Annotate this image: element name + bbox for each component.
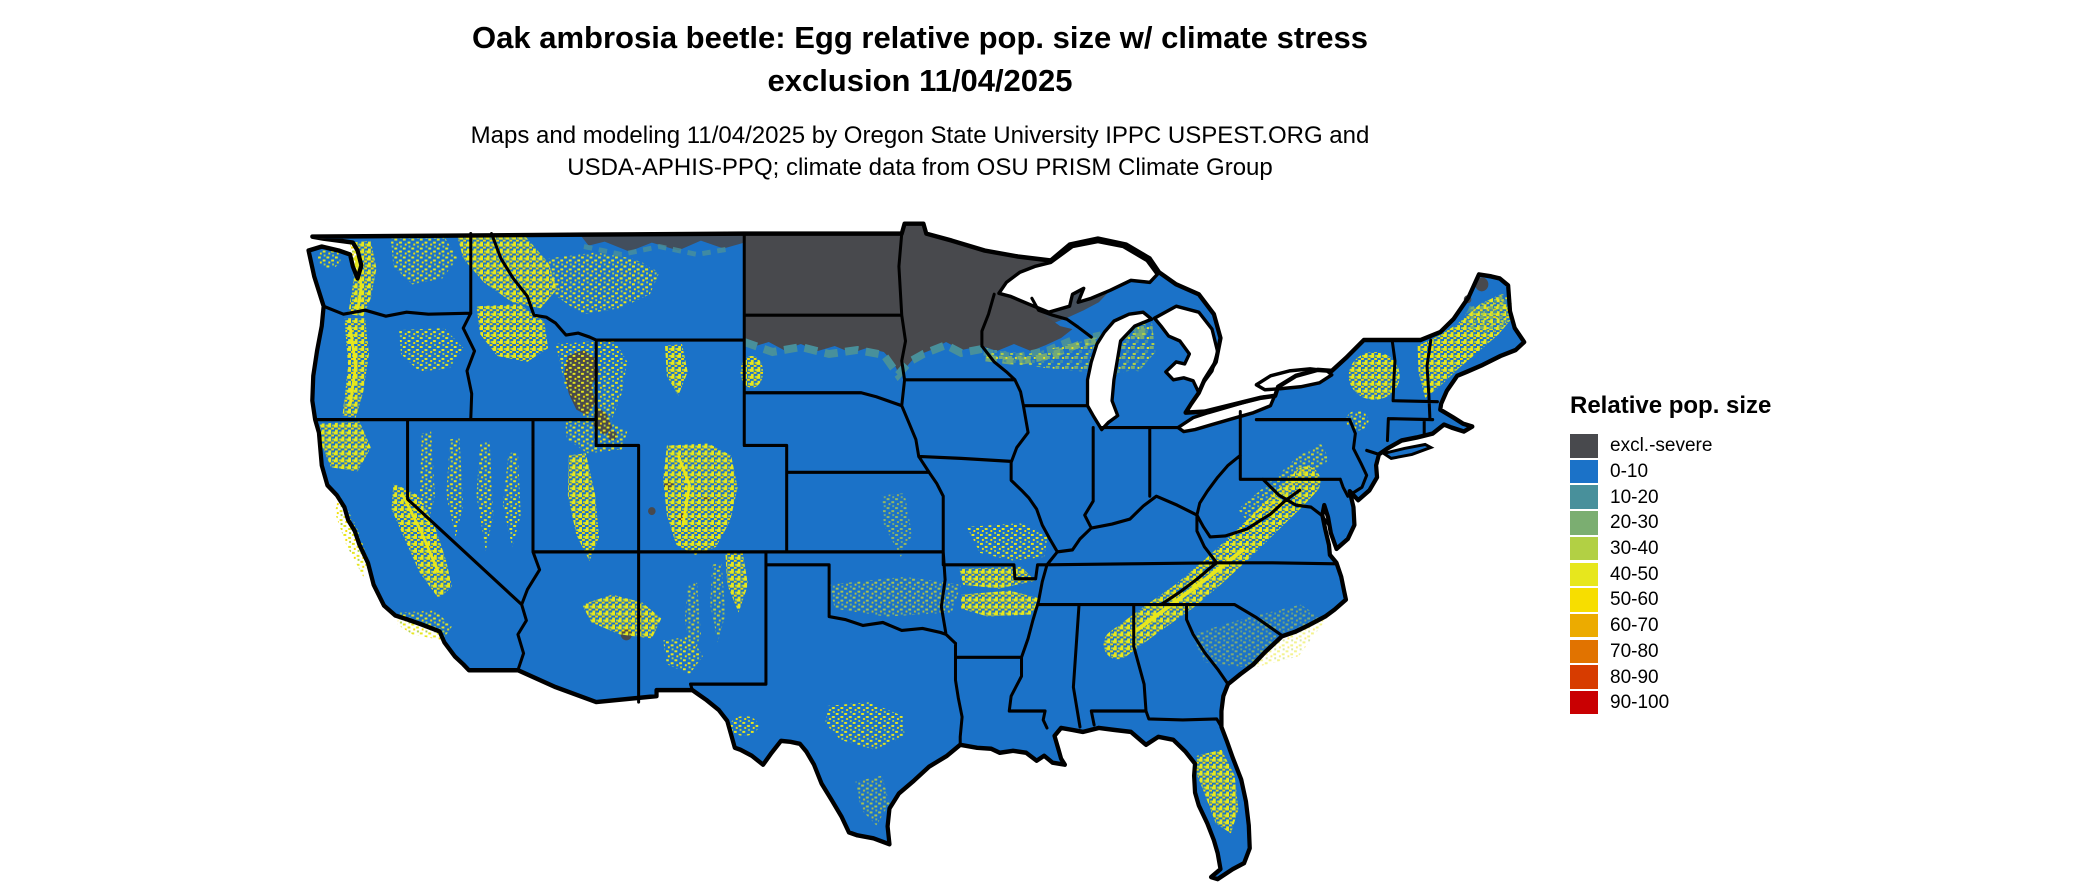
legend-label-excl-severe: excl.-severe [1610, 435, 1713, 457]
legend-row: 30-40 [1570, 536, 1771, 562]
conus-map-svg [306, 221, 1527, 882]
legend-row: 80-90 [1570, 664, 1771, 690]
legend-label-80-90: 80-90 [1610, 666, 1659, 688]
legend-label-70-80: 70-80 [1610, 640, 1659, 662]
conus-outline [306, 221, 1527, 882]
map-title-line1: Oak ambrosia beetle: Egg relative pop. s… [472, 20, 1368, 55]
legend-label-10-20: 10-20 [1610, 486, 1659, 508]
lake-michigan [1085, 310, 1154, 432]
legend-label-50-60: 50-60 [1610, 589, 1659, 611]
long-island [1379, 442, 1435, 460]
legend-row: 60-70 [1570, 613, 1771, 639]
map-subtitle: Maps and modeling 11/04/2025 by Oregon S… [220, 120, 1620, 184]
legend-row: 50-60 [1570, 587, 1771, 613]
legend-label-60-70: 60-70 [1610, 615, 1659, 637]
legend-label-20-30: 20-30 [1610, 512, 1659, 534]
legend-label-40-50: 40-50 [1610, 563, 1659, 585]
legend-swatch-excl-severe [1570, 434, 1598, 458]
legend-title: Relative pop. size [1570, 392, 1772, 419]
legend-row: 0-10 [1570, 459, 1771, 485]
legend-swatch-10-20 [1570, 485, 1598, 509]
legend-row: 20-30 [1570, 510, 1771, 536]
legend-row: 40-50 [1570, 561, 1771, 587]
state-borders [313, 232, 1439, 747]
map-subtitle-line1: Maps and modeling 11/04/2025 by Oregon S… [470, 122, 1370, 149]
legend: Relative pop. size excl.-severe 0-10 10-… [1570, 392, 1771, 716]
legend-swatch-0-10 [1570, 459, 1598, 484]
lake-huron [1152, 304, 1220, 395]
legend-label-30-40: 30-40 [1610, 538, 1659, 560]
legend-swatch-50-60 [1570, 588, 1598, 612]
legend-row: 10-20 [1570, 484, 1771, 510]
legend-swatch-40-50 [1570, 562, 1598, 587]
legend-label-90-100: 90-100 [1610, 692, 1670, 714]
lake-superior [997, 239, 1159, 314]
legend-row: 70-80 [1570, 639, 1771, 665]
legend-swatch-30-40 [1570, 536, 1598, 561]
mountain-speckle [317, 236, 1514, 834]
header: Oak ambrosia beetle: Egg relative pop. s… [220, 16, 1620, 184]
legend-swatch-90-100 [1570, 690, 1598, 715]
legend-swatch-60-70 [1570, 613, 1598, 638]
map-title-line2: exclusion 11/04/2025 [767, 63, 1073, 98]
legend-swatch-80-90 [1570, 665, 1598, 689]
map-subtitle-line2: USDA-APHIS-PPQ; climate data from OSU PR… [567, 154, 1273, 181]
legend-row: excl.-severe [1570, 433, 1771, 459]
great-lakes [997, 239, 1334, 434]
conus-map [301, 167, 1527, 893]
legend-label-0-10: 0-10 [1610, 461, 1649, 483]
legend-swatch-70-80 [1570, 639, 1598, 664]
legend-swatch-20-30 [1570, 511, 1598, 535]
legend-row: 90-100 [1570, 690, 1771, 716]
